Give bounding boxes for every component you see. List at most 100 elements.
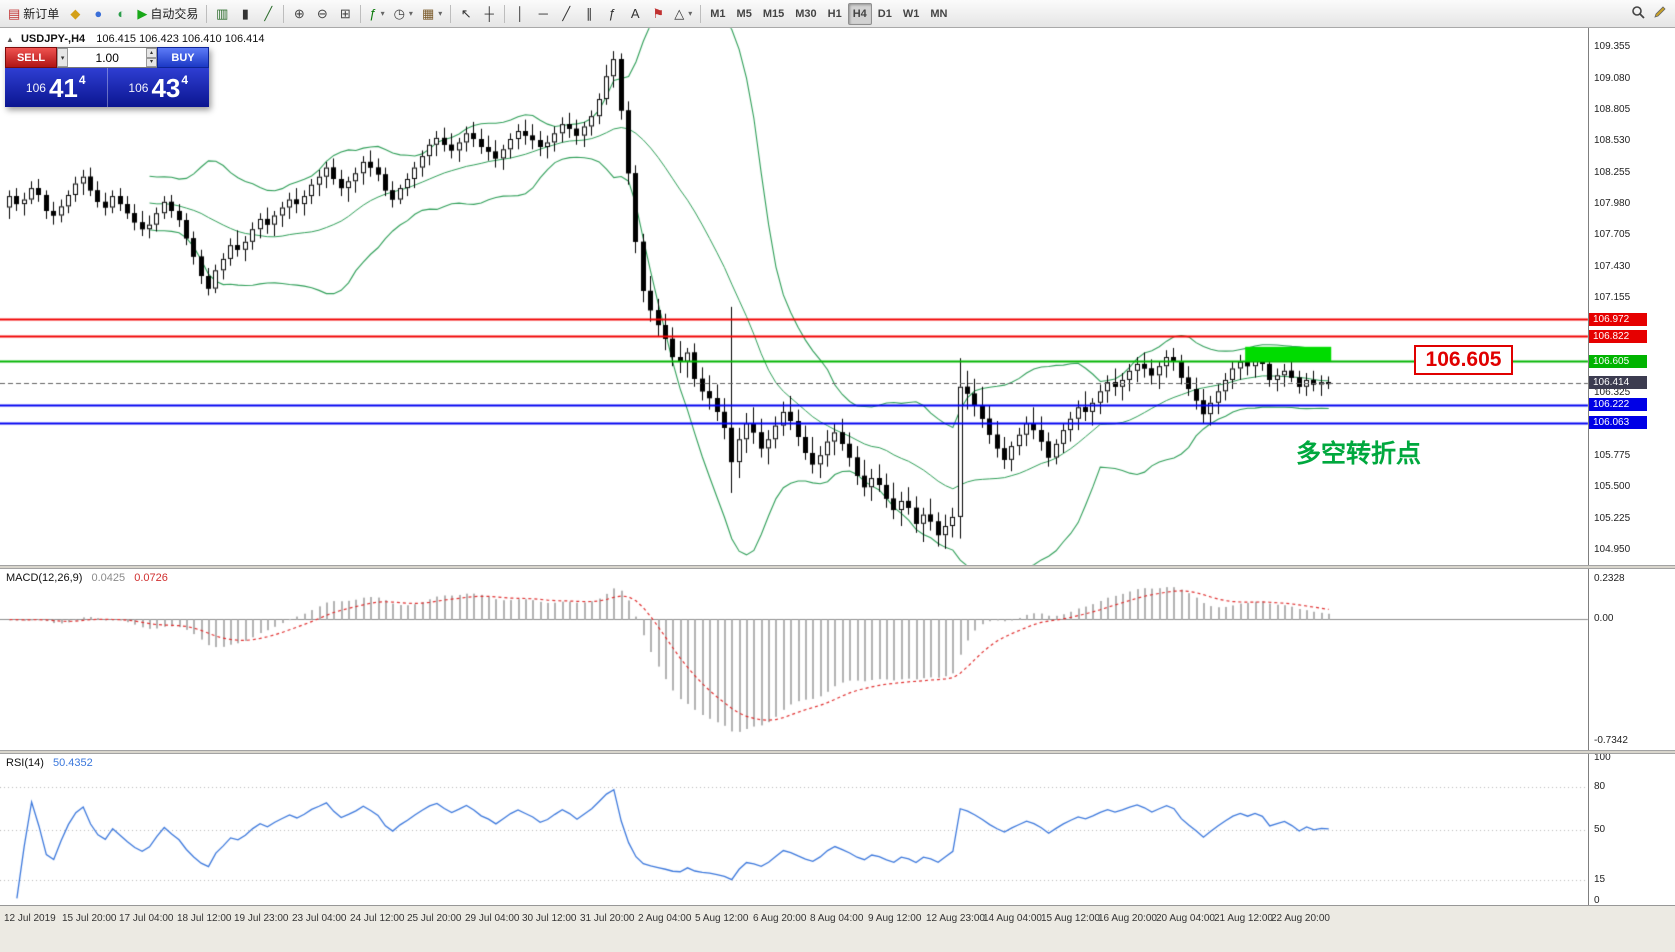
periods-button[interactable]: ◷ ▾ [390, 3, 417, 25]
toolbar-separator [206, 4, 208, 23]
time-label: 2 Aug 04:00 [638, 913, 692, 924]
indicators-button[interactable]: ƒ ▾ [365, 3, 388, 25]
price-callout-label[interactable]: 106.605 [1414, 345, 1513, 375]
cursor-button[interactable]: ↖ [455, 3, 477, 25]
price-tick: 107.155 [1594, 292, 1631, 303]
arrows-button[interactable]: ⚑ [647, 3, 669, 25]
time-label: 14 Aug 04:00 [983, 913, 1042, 924]
timeframe-w1-button[interactable]: W1 [898, 3, 925, 25]
new-order-button[interactable]: ▤ 新订单 [4, 3, 63, 25]
buy-price-prefix: 106 [128, 80, 149, 95]
zoom-out-button[interactable]: ⊖ [311, 3, 333, 25]
crosshair-button[interactable]: ┼ [478, 3, 500, 25]
equidistant-channel-button[interactable]: ∥ [578, 3, 600, 25]
chevron-down-icon: ▾ [408, 9, 413, 18]
sell-price[interactable]: 106 41 4 [5, 68, 107, 107]
timeframe-m30-button[interactable]: M30 [790, 3, 821, 25]
timeframe-d1-button[interactable]: D1 [873, 3, 897, 25]
search-button[interactable] [1627, 3, 1649, 25]
edit-button[interactable] [1649, 3, 1671, 25]
price-level-label: 106.822 [1589, 330, 1647, 343]
arrows-icon: ⚑ [652, 6, 665, 21]
vertical-line-button[interactable]: │ [509, 3, 531, 25]
text-button[interactable]: A [624, 3, 646, 25]
buy-price-sup: 4 [181, 73, 189, 87]
panel-splitter-rsi[interactable] [0, 750, 1675, 754]
rsi-value: 50.4352 [52, 757, 93, 769]
time-label: 24 Jul 12:00 [350, 913, 405, 924]
timeframe-h4-button[interactable]: H4 [847, 2, 872, 25]
trendline-button[interactable]: ╱ [555, 3, 577, 25]
price-tick: 107.430 [1594, 261, 1631, 272]
chart-expand-icon[interactable]: ▲ [6, 35, 14, 44]
price-level-label: 106.063 [1589, 416, 1647, 429]
buy-button[interactable]: BUY [157, 47, 209, 68]
autotrading-button[interactable]: ▶ 自动交易 [133, 3, 202, 25]
new-order-label: 新订单 [23, 7, 60, 21]
time-label: 23 Jul 04:00 [292, 913, 347, 924]
price-tick: 109.355 [1594, 41, 1631, 52]
time-axis[interactable]: 12 Jul 2019 15 Jul 20:00 17 Jul 04:00 18 Ju… [0, 905, 1675, 952]
rsi-indicator-label: RSI(14) 50.4352 [6, 757, 93, 769]
fibonacci-icon: ƒ [608, 6, 616, 21]
panel-splitter-macd[interactable] [0, 565, 1675, 569]
time-label: 29 Jul 04:00 [465, 913, 520, 924]
timeframe-m5-button[interactable]: M5 [732, 3, 757, 25]
line-chart-icon: ╱ [264, 6, 273, 21]
chart-header: ▲ USDJPY-,H4 106.415 106.423 106.410 106… [6, 33, 264, 45]
tile-windows-icon: ⊞ [339, 6, 351, 21]
volume-down-button[interactable]: ▾ [146, 57, 157, 67]
timeframe-m15-button[interactable]: M15 [758, 3, 789, 25]
shapes-button[interactable]: △ ▾ [670, 3, 696, 25]
sell-button[interactable]: SELL [5, 47, 57, 68]
toolbar: ▤ 新订单 ◆ ● ◐ ▶ 自动交易 ▥ ▮ ╱ ⊕ ⊖ ⊞ ƒ ▾ ◷ ▾ ▦ ▾ ↖ ┼ │ ─ ╱ ∥ ƒ A ⚑ △ ▾ M1 M5 M… [0, 0, 1675, 28]
rsi-scale-label: 100 [1594, 752, 1611, 763]
bar-chart-button[interactable]: ▥ [211, 3, 233, 25]
rsi-name: RSI(14) [6, 757, 44, 769]
price-tick: 107.980 [1594, 198, 1631, 209]
time-label: 30 Jul 12:00 [522, 913, 577, 924]
zoom-in-button[interactable]: ⊕ [288, 3, 310, 25]
price-tick: 108.255 [1594, 167, 1631, 178]
volume-dropdown-button[interactable]: ▾ [57, 48, 69, 67]
line-chart-button[interactable]: ╱ [257, 3, 279, 25]
community-button[interactable]: ◐ [110, 3, 132, 25]
profile-icon: ● [94, 6, 103, 21]
charts-button[interactable]: ◆ [64, 3, 86, 25]
volume-control: ▾ ▴ ▾ [57, 47, 157, 68]
autotrading-icon: ▶ [137, 6, 148, 21]
timeframe-h1-button[interactable]: H1 [823, 3, 847, 25]
volume-input[interactable] [68, 48, 147, 67]
time-label: 8 Aug 04:00 [810, 913, 864, 924]
horizontal-line-button[interactable]: ─ [532, 3, 554, 25]
rsi-scale-label: 15 [1594, 874, 1606, 885]
price-tick: 105.500 [1594, 481, 1631, 492]
autotrading-label: 自动交易 [150, 7, 199, 21]
time-label: 20 Aug 04:00 [1156, 913, 1215, 924]
macd-scale-zero: 0.00 [1594, 613, 1614, 624]
volume-up-button[interactable]: ▴ [146, 48, 157, 58]
time-label: 16 Aug 20:00 [1098, 913, 1157, 924]
price-tick: 105.225 [1594, 513, 1631, 524]
macd-scale-top: 0.2328 [1594, 573, 1625, 584]
tile-windows-button[interactable]: ⊞ [334, 3, 356, 25]
candlestick-chart-button[interactable]: ▮ [234, 3, 256, 25]
time-label: 12 Jul 2019 [4, 913, 56, 924]
profile-button[interactable]: ● [87, 3, 109, 25]
periods-icon: ◷ [393, 6, 405, 21]
buy-price[interactable]: 106 43 4 [106, 68, 210, 107]
price-tick: 108.530 [1594, 135, 1631, 146]
chevron-down-icon: ▾ [688, 9, 693, 18]
price-axis[interactable]: 109.355 109.080 108.805 108.530 108.255 107.9… [1588, 28, 1675, 906]
timeframe-m1-button[interactable]: M1 [705, 3, 730, 25]
price-tick: 108.805 [1594, 104, 1631, 115]
templates-button[interactable]: ▦ ▾ [418, 3, 446, 25]
bar-chart-icon: ▥ [216, 6, 229, 21]
chart-note-text[interactable]: 多空转折点 [1296, 440, 1422, 468]
trendline-icon: ╱ [562, 6, 571, 21]
fibonacci-button[interactable]: ƒ [601, 3, 623, 25]
indicators-icon: ƒ [369, 6, 377, 21]
timeframe-mn-button[interactable]: MN [925, 3, 952, 25]
price-tick: 105.775 [1594, 450, 1631, 461]
